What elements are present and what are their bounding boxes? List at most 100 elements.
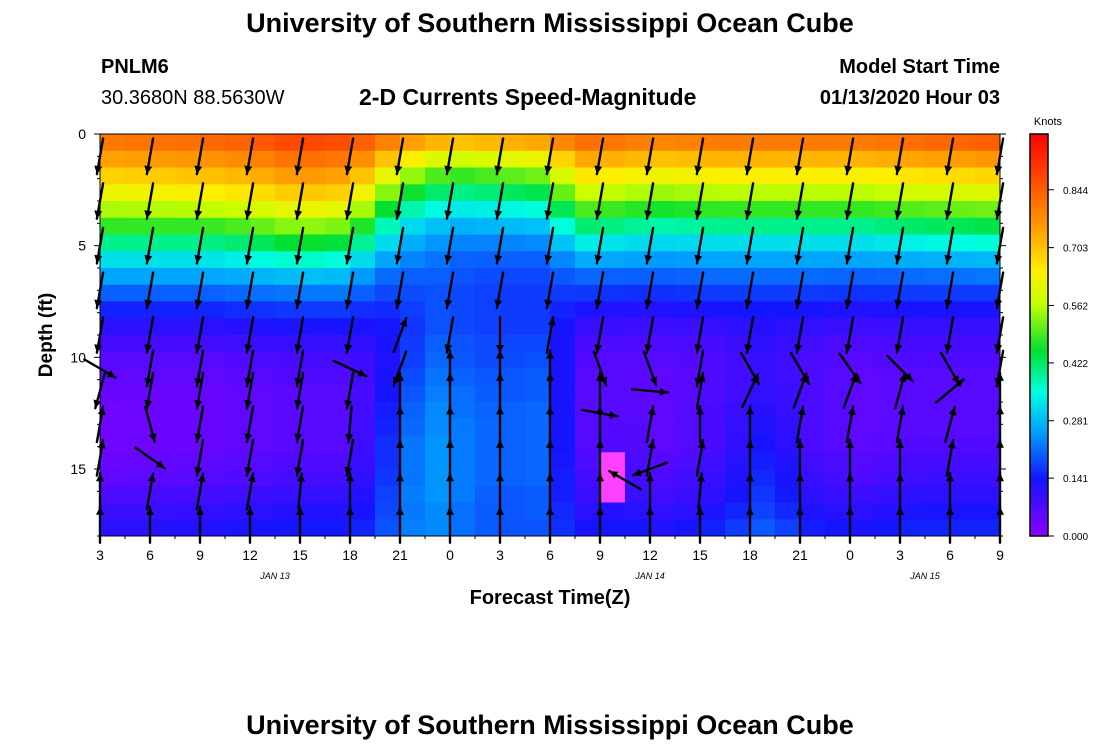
heat-cell [625, 502, 651, 520]
heat-cell [900, 418, 926, 437]
current-vector [594, 182, 605, 220]
vector-head [794, 210, 803, 219]
vector-head [444, 165, 453, 175]
current-vector [396, 405, 404, 444]
heat-cell [800, 502, 826, 520]
heat-cell [875, 485, 901, 504]
vector-head [344, 400, 353, 409]
heat-cell [275, 201, 301, 219]
heat-cell [875, 268, 901, 286]
heat-cell [650, 167, 676, 185]
heat-cell [750, 335, 776, 353]
vector-head [396, 473, 404, 482]
heat-cell [625, 402, 651, 420]
heat-cell [475, 485, 501, 504]
heat-cell [350, 301, 376, 319]
vector-head [546, 372, 554, 381]
heat-cell [400, 150, 426, 169]
heat-cell [425, 502, 451, 520]
heat-cell [850, 519, 876, 536]
current-vector [144, 226, 155, 265]
heat-cell [675, 435, 701, 453]
vector-head [896, 439, 904, 448]
heat-cell [200, 134, 226, 152]
heat-cell [725, 301, 751, 319]
vector-head [496, 439, 504, 448]
heat-cell [700, 452, 726, 470]
heat-cell [250, 351, 276, 370]
vector-head [194, 210, 203, 219]
heat-cell [175, 351, 201, 370]
heat-cell [150, 335, 176, 353]
heat-cell [225, 335, 251, 353]
heat-cell [900, 519, 926, 536]
current-vector [444, 316, 455, 354]
heat-cell [250, 502, 276, 520]
heat-cell [575, 301, 601, 319]
current-vector [194, 226, 205, 265]
x-tick-label: 15 [692, 547, 708, 563]
x-tick-label: 18 [342, 547, 358, 563]
vector-head [294, 254, 303, 264]
x-tick-label: 9 [996, 547, 1004, 563]
heat-cell [775, 201, 801, 219]
heat-cell [350, 418, 376, 437]
current-vector [444, 137, 455, 176]
heat-cell [350, 201, 376, 219]
heat-cell [200, 251, 226, 269]
heat-cell [400, 418, 426, 437]
heat-cell [800, 469, 826, 487]
colorbar-tick-label: 0.141 [1063, 474, 1088, 485]
heat-cell [300, 519, 326, 536]
vector-head [694, 344, 703, 353]
heat-cell [175, 234, 201, 252]
heat-cell [100, 335, 126, 353]
heat-cell [175, 385, 201, 403]
vector-head [649, 376, 658, 386]
x-tick-label: 12 [242, 547, 258, 563]
heat-cell [700, 167, 726, 185]
heat-cell [625, 385, 651, 403]
heat-cell [925, 519, 951, 536]
heat-cell [525, 435, 551, 453]
heat-cell [325, 167, 351, 185]
heat-cell [375, 167, 401, 185]
heat-cell [525, 201, 551, 219]
heat-cell [100, 435, 126, 453]
colorbar-tick-label: 0.844 [1063, 186, 1088, 197]
heat-cell [525, 351, 551, 370]
heat-cell [500, 251, 526, 269]
heat-cell [975, 167, 1000, 185]
heat-cell [100, 452, 126, 470]
heat-cell [300, 335, 326, 353]
current-vector [796, 438, 804, 477]
heat-cell [925, 284, 951, 303]
current-vector [944, 316, 955, 354]
current-vector [642, 350, 658, 387]
current-vector [446, 371, 454, 410]
x-tick-label: 18 [742, 547, 758, 563]
heat-cell [425, 485, 451, 504]
heat-cell [800, 402, 826, 420]
heat-cell [850, 435, 876, 453]
heat-cell [450, 217, 476, 236]
heat-cell [600, 234, 626, 252]
vector-head [797, 406, 806, 416]
heat-cell [775, 485, 801, 504]
vector-head [904, 372, 913, 382]
heat-cell [325, 268, 351, 286]
heat-cell [500, 234, 526, 252]
heat-cell [950, 234, 976, 252]
vector-head [644, 254, 653, 264]
heat-cell [450, 284, 476, 303]
vector-head [346, 473, 354, 482]
current-vector [294, 405, 305, 444]
current-vector [794, 271, 805, 310]
x-tick-label: 3 [496, 547, 504, 563]
heat-cell [150, 234, 176, 252]
heat-cell [125, 351, 151, 370]
vector-head [244, 165, 253, 175]
heat-cell [825, 318, 851, 336]
heat-cell [550, 402, 576, 420]
